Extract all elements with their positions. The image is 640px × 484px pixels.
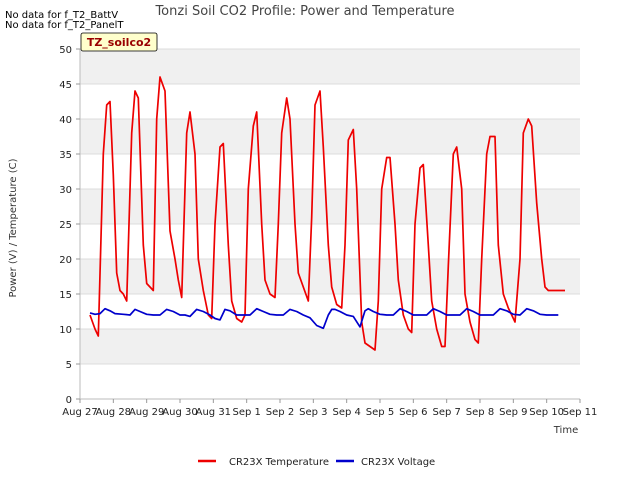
- x-tick-label: Aug 30: [162, 407, 197, 418]
- legend: CR23X Temperature CR23X Voltage: [198, 457, 435, 468]
- x-tick-label: Sep 7: [432, 407, 460, 418]
- series-line-voltage: [89, 307, 559, 330]
- y-tick-label: 15: [59, 290, 72, 301]
- no-data-note-2: No data for f_T2_PanelT: [5, 20, 124, 31]
- background-bands: [80, 49, 580, 399]
- y-tick-labels: 0 5 10 15 20 25 30 35 40 45 50: [59, 45, 80, 406]
- chart-title: Tonzi Soil CO2 Profile: Power and Temper…: [154, 4, 454, 19]
- series-lines: [89, 76, 565, 351]
- y-tick-label: 5: [66, 360, 72, 371]
- site-label: TZ_soilco2: [87, 36, 151, 49]
- x-tick-label: Sep 8: [466, 407, 494, 418]
- y-tick-label: 35: [59, 150, 72, 161]
- x-tick-label: Sep 3: [299, 407, 327, 418]
- x-tick-label: Aug 27: [62, 407, 97, 418]
- y-tick-label: 10: [59, 325, 72, 336]
- notes: No data for f_T2_BattV No data for f_T2_…: [5, 10, 124, 31]
- site-label-bg: [80, 32, 158, 52]
- x-tick-label: Aug 29: [129, 407, 164, 418]
- x-tick-label: Sep 1: [232, 407, 260, 418]
- y-tick-label: 30: [59, 185, 72, 196]
- legend-label-temperature: CR23X Temperature: [229, 457, 329, 468]
- y-axis-label: Power (V) / Temperature (C): [8, 158, 19, 297]
- legend-label-voltage: CR23X Voltage: [361, 457, 435, 468]
- background-band: [80, 329, 580, 364]
- x-tick-label: Sep 2: [266, 407, 294, 418]
- x-axis-label: Time: [553, 425, 578, 436]
- x-tick-label: Sep 9: [499, 407, 527, 418]
- y-tick-label: 0: [66, 395, 72, 406]
- y-tick-label: 40: [59, 115, 72, 126]
- y-tick-label: 45: [59, 80, 72, 91]
- y-tick-label: 20: [59, 255, 72, 266]
- x-tick-label: Aug 31: [196, 407, 231, 418]
- x-tick-label: Aug 28: [96, 407, 131, 418]
- no-data-note-1: No data for f_T2_BattV: [5, 10, 118, 21]
- background-band: [80, 49, 580, 84]
- x-tick-label: Sep 6: [399, 407, 427, 418]
- y-tick-label: 50: [59, 45, 72, 56]
- site-label-box: TZ_soilco2: [80, 32, 158, 52]
- x-tick-label: Sep 5: [366, 407, 394, 418]
- x-tick-label: Sep 4: [332, 407, 360, 418]
- y-tick-label: 25: [59, 220, 72, 231]
- series-line-temperature: [89, 76, 565, 351]
- background-band: [80, 119, 580, 154]
- x-tick-label: Sep 11: [563, 407, 598, 418]
- x-tick-label: Sep 10: [529, 407, 564, 418]
